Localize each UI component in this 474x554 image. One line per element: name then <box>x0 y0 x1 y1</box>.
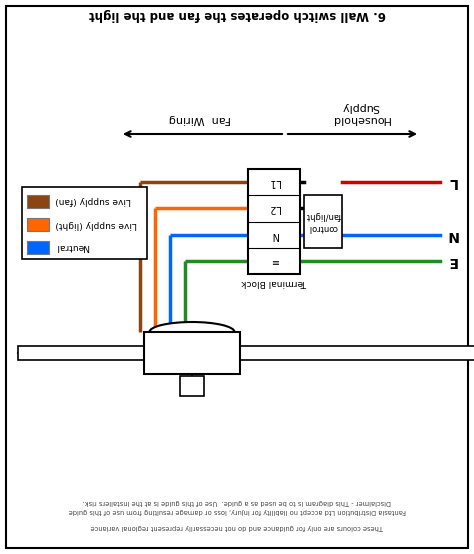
Text: Fantasia Distribution Ltd accept no liability for injury, loss or damage resulti: Fantasia Distribution Ltd accept no liab… <box>68 508 406 514</box>
Bar <box>27 195 49 208</box>
Bar <box>18 346 144 360</box>
Text: L1: L1 <box>268 177 280 187</box>
Text: 6. Wall switch operates the fan and the light: 6. Wall switch operates the fan and the … <box>89 8 385 21</box>
Text: E: E <box>447 254 457 268</box>
Text: Household
Supply: Household Supply <box>330 101 390 124</box>
Text: ≡: ≡ <box>270 256 278 266</box>
Text: L: L <box>447 175 456 189</box>
Bar <box>248 169 300 274</box>
Bar <box>144 332 240 374</box>
Text: N: N <box>446 228 458 242</box>
Text: Neutral: Neutral <box>55 243 89 252</box>
Text: L2: L2 <box>268 203 280 213</box>
Bar <box>304 195 342 248</box>
Bar <box>180 376 204 396</box>
Bar <box>240 346 474 360</box>
Text: These colours are only for guidance and do not necessarily represent regional va: These colours are only for guidance and … <box>91 524 383 530</box>
Text: Terminal Block: Terminal Block <box>241 278 307 287</box>
Bar <box>27 218 49 231</box>
Text: Live supply (fan): Live supply (fan) <box>55 197 131 206</box>
Ellipse shape <box>149 322 235 342</box>
Text: N: N <box>270 229 278 240</box>
Text: Disclaimer - This diagram is to be used as a guide.  Use of this guide is at the: Disclaimer - This diagram is to be used … <box>83 499 391 505</box>
Text: Fan  Wiring: Fan Wiring <box>169 114 231 124</box>
Bar <box>22 187 147 259</box>
Text: Live supply (light): Live supply (light) <box>55 219 137 228</box>
Bar <box>27 241 49 254</box>
Text: control
fan/light: control fan/light <box>305 211 340 232</box>
